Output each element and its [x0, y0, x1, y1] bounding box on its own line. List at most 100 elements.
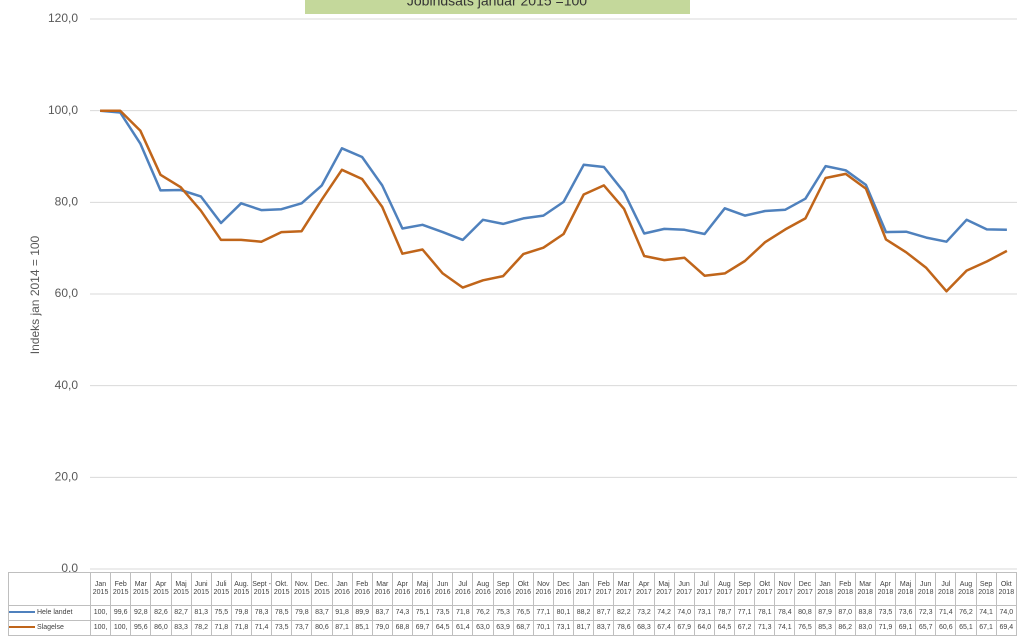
legend-swatch — [9, 626, 35, 629]
table-value: 71,4 — [250, 620, 273, 636]
table-value: 71,8 — [230, 620, 253, 636]
x-tick-label: Sept - 2015 — [250, 572, 273, 606]
table-value: 83,7 — [593, 620, 615, 636]
legend-swatch — [9, 611, 35, 614]
table-value: 75,1 — [411, 605, 434, 621]
x-tick-label: Jul 2018 — [935, 572, 957, 606]
table-value: 87,7 — [593, 605, 615, 621]
y-tick-label: 60,0 — [55, 286, 79, 300]
table-value: 80,1 — [552, 605, 575, 621]
y-tick-label: 80,0 — [55, 195, 79, 209]
table-value: 99,6 — [110, 605, 132, 621]
table-value: 67,9 — [673, 620, 695, 636]
y-tick-label: 0,0 — [61, 561, 78, 572]
table-value: 60,6 — [935, 620, 957, 636]
x-tick-label: Feb 2016 — [351, 572, 373, 606]
x-tick-label: Mar 2015 — [130, 572, 152, 606]
table-value: 78,4 — [774, 605, 796, 621]
table-value: 71,3 — [754, 620, 776, 636]
x-tick-label: Jan 2016 — [331, 572, 353, 606]
x-tick-label: Feb 2018 — [834, 572, 856, 606]
table-value: 64,0 — [693, 620, 715, 636]
x-tick-label: Okt 2018 — [995, 572, 1017, 606]
x-tick-label: Jun 2018 — [915, 572, 937, 606]
table-value: 63,9 — [492, 620, 514, 636]
table-value: 74,0 — [995, 605, 1017, 621]
table-value: 100, — [89, 620, 112, 636]
table-value: 81,7 — [572, 620, 595, 636]
x-tick-label: Maj 2017 — [653, 572, 675, 606]
table-value: 78,7 — [713, 605, 736, 621]
table-value: 86,2 — [834, 620, 856, 636]
table-value: 73,6 — [894, 605, 917, 621]
table-value: 83,7 — [371, 605, 393, 621]
table-value: 85,1 — [351, 620, 373, 636]
table-value: 95,6 — [130, 620, 152, 636]
table-value: 76,5 — [794, 620, 816, 636]
y-tick-label: 120,0 — [48, 11, 78, 25]
x-tick-label: Juli 2015 — [210, 572, 232, 606]
x-tick-label: Dec. 2015 — [311, 572, 333, 606]
table-corner — [8, 572, 91, 606]
x-tick-label: Nov 2016 — [532, 572, 554, 606]
table-value: 78,2 — [190, 620, 212, 636]
table-value: 64,5 — [432, 620, 454, 636]
x-tick-label: Juni 2015 — [190, 572, 212, 606]
table-value: 82,7 — [170, 605, 192, 621]
table-value: 79,0 — [371, 620, 393, 636]
x-tick-label: Maj 2016 — [411, 572, 434, 606]
x-tick-label: Feb 2015 — [110, 572, 132, 606]
table-value: 74,3 — [391, 605, 414, 621]
table-value: 67,1 — [975, 620, 997, 636]
table-value: 63,0 — [472, 620, 494, 636]
table-value: 82,6 — [150, 605, 172, 621]
table-value: 80,8 — [794, 605, 816, 621]
table-value: 75,3 — [492, 605, 514, 621]
x-tick-label: Aug 2018 — [955, 572, 977, 606]
table-value: 83,0 — [854, 620, 876, 636]
y-tick-label: 20,0 — [55, 470, 79, 484]
table-value: 83,8 — [854, 605, 876, 621]
table-value: 74,0 — [673, 605, 695, 621]
x-tick-label: Okt 2017 — [754, 572, 776, 606]
table-value: 74,1 — [774, 620, 796, 636]
table-value: 73,5 — [271, 620, 293, 636]
x-tick-label: Nov 2017 — [774, 572, 796, 606]
table-value: 65,7 — [915, 620, 937, 636]
table-value: 74,2 — [653, 605, 675, 621]
table-value: 73,7 — [291, 620, 313, 636]
line-series — [100, 109, 1008, 293]
x-tick-label: Apr 2018 — [874, 572, 897, 606]
legend-label: Hele landet — [37, 609, 73, 616]
table-value: 73,1 — [552, 620, 575, 636]
table-value: 82,2 — [613, 605, 635, 621]
x-tick-label: Jul 2017 — [693, 572, 715, 606]
x-tick-label: Mar 2017 — [613, 572, 635, 606]
table-value: 69,1 — [894, 620, 917, 636]
table-value: 78,5 — [271, 605, 293, 621]
table-value: 75,5 — [210, 605, 232, 621]
table-value: 86,0 — [150, 620, 172, 636]
table-value: 61,4 — [452, 620, 474, 636]
table-value: 78,1 — [754, 605, 776, 621]
table-value: 69,4 — [995, 620, 1017, 636]
table-value: 87,1 — [331, 620, 353, 636]
x-tick-label: Mar 2016 — [371, 572, 393, 606]
table-value: 73,1 — [693, 605, 715, 621]
table-value: 89,9 — [351, 605, 373, 621]
table-value: 65,1 — [955, 620, 977, 636]
x-tick-label: Maj 2015 — [170, 572, 192, 606]
table-value: 78,6 — [613, 620, 635, 636]
legend-entry: Slagelse — [8, 620, 91, 636]
x-tick-label: Jan 2018 — [814, 572, 836, 606]
table-value: 87,0 — [834, 605, 856, 621]
x-tick-label: Sep 2016 — [492, 572, 514, 606]
legend-entry: Hele landet — [8, 605, 91, 621]
data-table: Jan 2015 Feb 2015 Mar 2015 Apr 2015 Maj 2015… — [8, 572, 1017, 636]
table-value: 100, — [89, 605, 112, 621]
table-row: Slagelse 100, 100, 95,6 86,0 83,3 78,2 71,8 71,8… — [8, 620, 1017, 636]
table-value: 92,8 — [130, 605, 152, 621]
table-value: 73,5 — [432, 605, 454, 621]
table-value: 67,4 — [653, 620, 675, 636]
